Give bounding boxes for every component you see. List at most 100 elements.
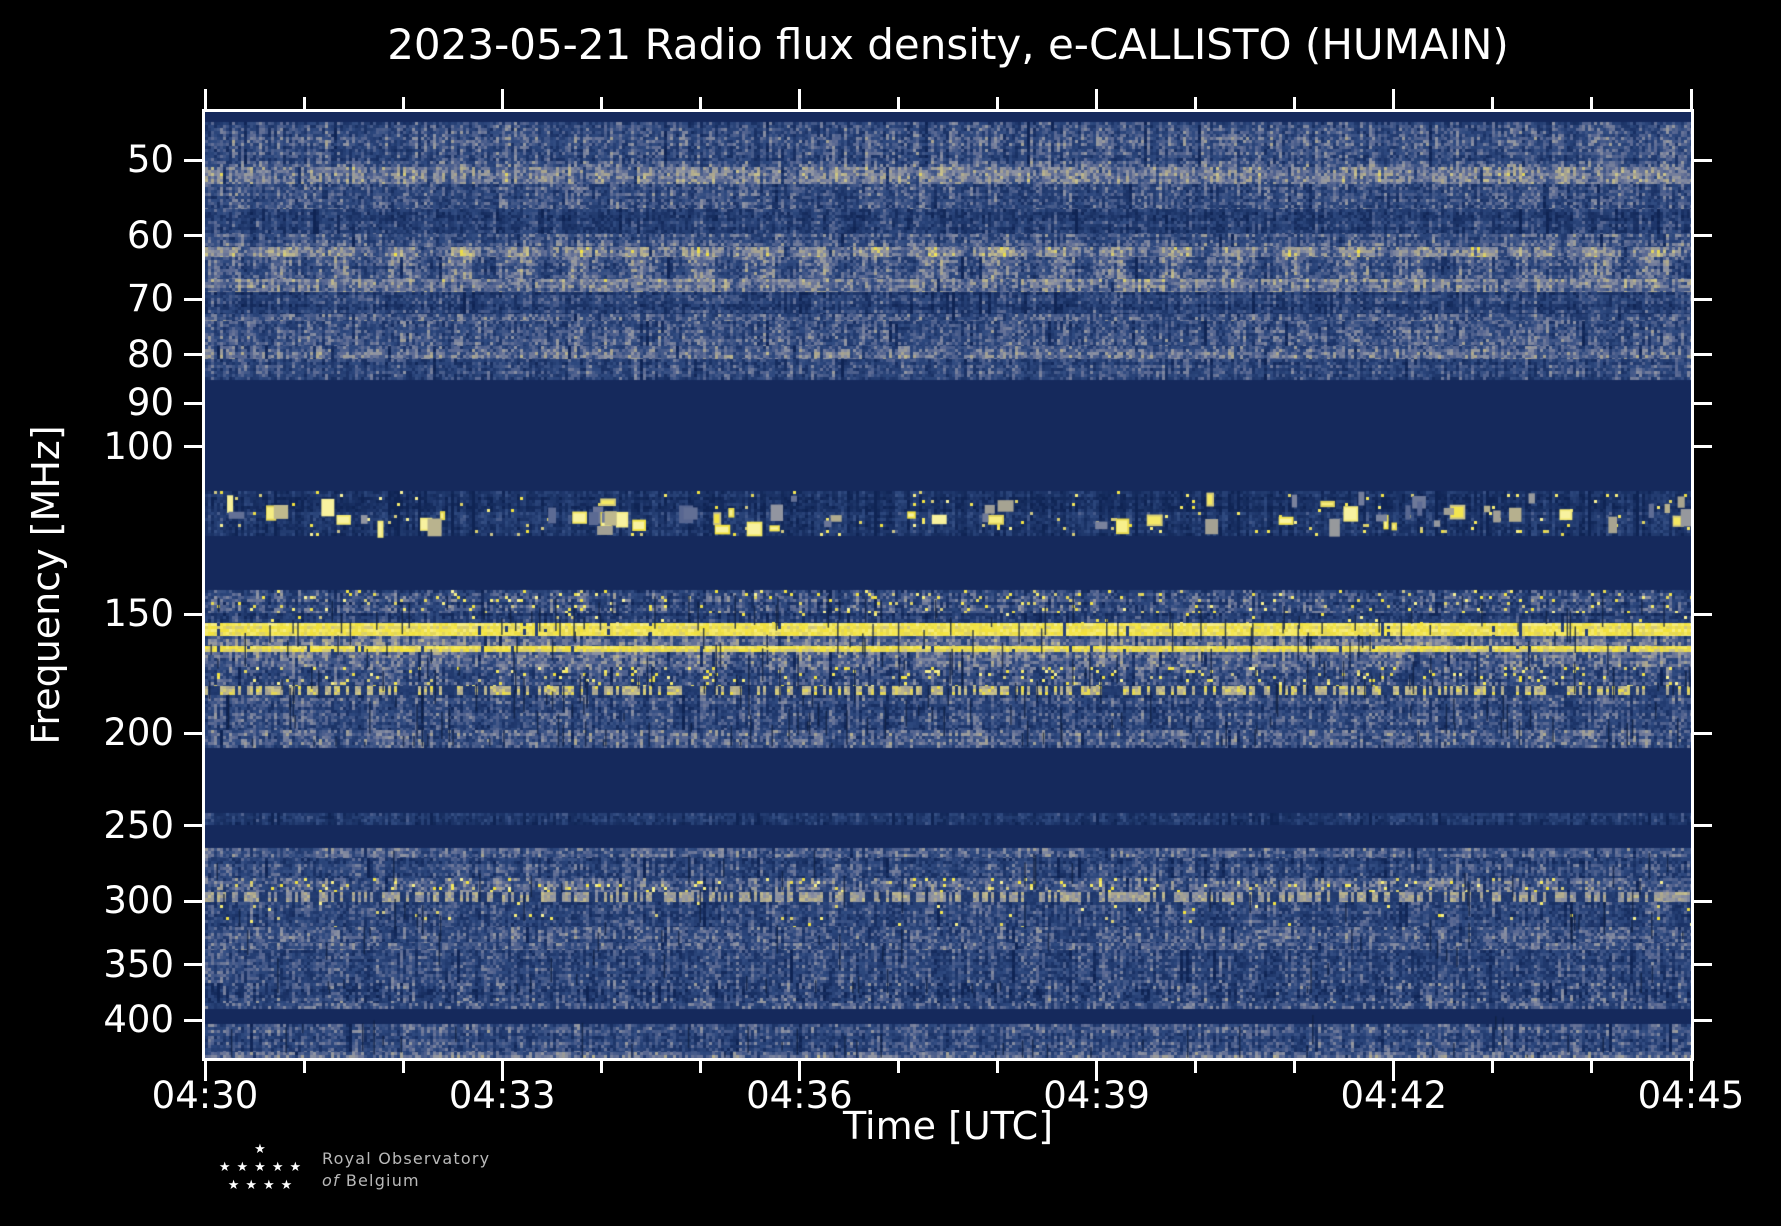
axis-tick xyxy=(1293,97,1297,109)
axis-tick xyxy=(1491,1061,1495,1073)
logo-of: of xyxy=(322,1171,340,1190)
axis-tick xyxy=(302,1061,306,1073)
y-tick-label: 70 xyxy=(126,277,174,321)
axis-tick xyxy=(1689,89,1693,109)
y-tick-label: 300 xyxy=(103,879,174,923)
axis-tick xyxy=(1694,401,1712,405)
axis-tick xyxy=(996,1061,1000,1073)
axis-tick xyxy=(1694,824,1712,828)
axis-tick xyxy=(184,612,202,616)
axis-tick xyxy=(184,234,202,238)
star-row: ★ xyxy=(251,1141,269,1159)
y-tick-label: 90 xyxy=(126,381,174,425)
axis-tick xyxy=(1694,445,1712,449)
star-icon: ★ xyxy=(271,1160,284,1175)
star-icon: ★ xyxy=(280,1178,293,1193)
y-tick-label: 400 xyxy=(103,998,174,1041)
axis-tick xyxy=(1694,158,1712,162)
axis-tick xyxy=(599,1061,603,1073)
axis-tick xyxy=(1694,612,1712,616)
logo-line1: Royal Observatory xyxy=(322,1149,491,1168)
rob-logo-text: Royal Observatory of Belgium xyxy=(322,1149,490,1190)
axis-tick xyxy=(203,89,207,109)
y-tick-label: 60 xyxy=(126,213,174,257)
axis-tick xyxy=(184,1018,202,1022)
x-tick-label: 04:39 xyxy=(1043,1074,1150,1117)
y-tick-label: 250 xyxy=(103,803,174,847)
star-icon: ★ xyxy=(289,1160,302,1175)
axis-tick xyxy=(1590,1061,1594,1073)
star-row: ★ ★ ★ ★ xyxy=(225,1177,296,1195)
axis-tick xyxy=(1689,1061,1693,1081)
star-icon: ★ xyxy=(227,1178,240,1193)
x-axis-label: Time [UTC] xyxy=(842,1104,1054,1148)
axis-tick xyxy=(1694,234,1712,238)
star-icon: ★ xyxy=(218,1160,231,1175)
axis-tick xyxy=(184,899,202,903)
axis-tick xyxy=(1694,731,1712,735)
axis-tick xyxy=(1392,89,1396,109)
axis-tick xyxy=(401,97,405,109)
axis-tick xyxy=(1694,963,1712,967)
plot-frame xyxy=(202,109,1694,1061)
x-tick-label: 04:36 xyxy=(746,1074,853,1117)
rob-logo: ★ ★ ★ ★ ★ ★ ★ ★ ★ ★ Royal Observatory of Belgium xyxy=(212,1141,490,1195)
axis-tick xyxy=(896,1061,900,1073)
rob-logo-stars: ★ ★ ★ ★ ★ ★ ★ ★ ★ ★ xyxy=(212,1141,308,1195)
axis-tick xyxy=(184,297,202,301)
axis-tick xyxy=(1095,89,1099,109)
y-tick-label: 200 xyxy=(103,711,174,755)
axis-tick xyxy=(500,1061,504,1081)
axis-tick xyxy=(1694,297,1712,301)
axis-tick xyxy=(1694,353,1712,357)
axis-tick xyxy=(1590,97,1594,109)
axis-tick xyxy=(1694,1018,1712,1022)
axis-tick xyxy=(184,963,202,967)
axis-tick xyxy=(184,401,202,405)
axis-tick xyxy=(184,353,202,357)
axis-tick xyxy=(1491,97,1495,109)
axis-tick xyxy=(1694,899,1712,903)
axis-tick xyxy=(1194,1061,1198,1073)
axis-tick xyxy=(1194,97,1198,109)
logo-belgium: Belgium xyxy=(345,1171,420,1190)
star-icon: ★ xyxy=(254,1160,266,1175)
axis-tick xyxy=(184,158,202,162)
star-icon: ★ xyxy=(263,1178,275,1193)
axis-tick xyxy=(1293,1061,1297,1073)
axis-tick xyxy=(698,1061,702,1073)
axis-tick xyxy=(401,1061,405,1073)
axis-tick xyxy=(698,97,702,109)
y-tick-label: 350 xyxy=(103,942,174,986)
axis-tick xyxy=(1392,1061,1396,1081)
x-tick-label: 04:30 xyxy=(151,1074,259,1117)
axis-tick xyxy=(996,97,1000,109)
y-tick-label: 100 xyxy=(103,424,174,468)
x-tick-label: 04:33 xyxy=(448,1074,556,1117)
axis-tick xyxy=(1095,1061,1099,1081)
x-tick-label: 04:45 xyxy=(1637,1074,1745,1117)
axis-tick xyxy=(302,97,306,109)
axis-tick xyxy=(184,824,202,828)
logo-line2: of Belgium xyxy=(322,1171,490,1190)
y-tick-label: 80 xyxy=(126,332,174,376)
star-row: ★ ★ ★ ★ ★ xyxy=(216,1159,304,1177)
axis-tick xyxy=(797,1061,801,1081)
axis-tick xyxy=(184,445,202,449)
x-tick-label: 04:42 xyxy=(1340,1074,1448,1117)
spectrogram-canvas xyxy=(205,112,1691,1058)
axis-tick xyxy=(500,89,504,109)
y-axis-label: Frequency [MHz] xyxy=(24,425,68,745)
axis-tick xyxy=(797,89,801,109)
y-tick-label: 50 xyxy=(126,138,174,182)
star-icon: ★ xyxy=(254,1142,266,1157)
star-icon: ★ xyxy=(245,1178,257,1193)
star-icon: ★ xyxy=(236,1160,249,1175)
axis-tick xyxy=(184,731,202,735)
chart-title: 2023-05-21 Radio flux density, e-CALLIST… xyxy=(387,20,1509,69)
y-tick-label: 150 xyxy=(103,592,174,636)
axis-tick xyxy=(599,97,603,109)
axis-tick xyxy=(896,97,900,109)
axis-tick xyxy=(203,1061,207,1081)
